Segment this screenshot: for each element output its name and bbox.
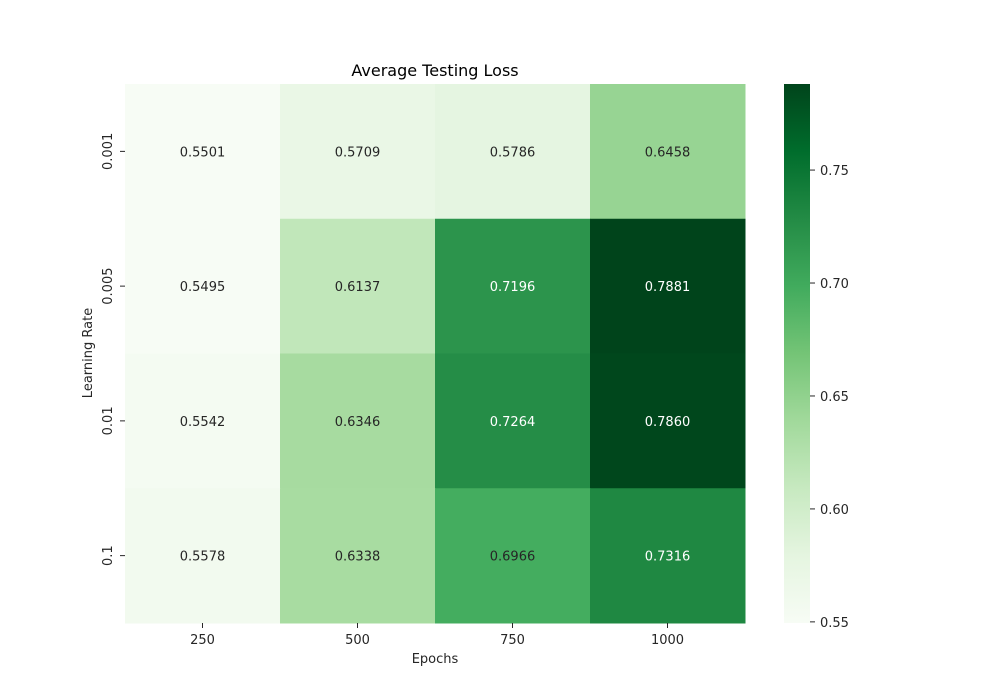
cell-value-label: 0.7860 [645, 415, 691, 430]
cell-value-label: 0.6458 [645, 145, 691, 160]
cell-value-label: 0.5501 [180, 145, 226, 160]
heatmap-cell [280, 84, 436, 220]
x-tick-label: 1000 [651, 633, 684, 648]
colorbar-tick-label: 0.70 [820, 277, 849, 292]
heatmap-cell [590, 84, 746, 220]
x-axis-label: Epochs [412, 652, 459, 667]
cell-value-label: 0.7881 [645, 280, 691, 295]
colorbar-tick-label: 0.55 [820, 616, 849, 631]
heatmap-cell [435, 84, 591, 220]
y-tick-label: 0.005 [101, 268, 116, 305]
y-axis-label: Learning Rate [81, 308, 96, 398]
colorbar-tick-label: 0.65 [820, 390, 849, 405]
colorbar-tick-label: 0.60 [820, 503, 849, 518]
cell-value-label: 0.6137 [335, 280, 381, 295]
cell-value-label: 0.5578 [180, 550, 226, 565]
heatmap-cell [435, 353, 591, 489]
y-tick-label: 0.001 [101, 133, 116, 170]
y-tick-label: 0.01 [101, 406, 116, 435]
cell-value-label: 0.7264 [490, 415, 536, 430]
heatmap-cell [435, 218, 591, 354]
heatmap-cell [590, 353, 746, 489]
heatmap-cell [280, 353, 436, 489]
colorbar-tick-label: 0.75 [820, 164, 849, 179]
cell-value-label: 0.7196 [490, 280, 536, 295]
cell-value-label: 0.7316 [645, 550, 691, 565]
heatmap-cell [280, 488, 436, 624]
y-axis: 0.001 0.005 0.01 0.1 [101, 133, 125, 566]
cell-value-label: 0.5786 [490, 145, 536, 160]
cell-value-label: 0.5709 [335, 145, 381, 160]
colorbar: 0.55 0.60 0.65 0.70 0.75 [784, 84, 849, 631]
heatmap-cell [125, 218, 281, 354]
heatmap-cell [590, 218, 746, 354]
heatmap-cells [125, 84, 746, 624]
x-axis: 250 500 750 1000 [190, 623, 684, 648]
y-tick-label: 0.1 [101, 545, 116, 566]
heatmap-cell [435, 488, 591, 624]
cell-value-label: 0.6966 [490, 550, 536, 565]
heatmap-cell [590, 488, 746, 624]
x-tick-label: 750 [500, 633, 525, 648]
cell-value-label: 0.6346 [335, 415, 381, 430]
cell-value-label: 0.5495 [180, 280, 226, 295]
heatmap-cell [280, 218, 436, 354]
heatmap-cell [125, 488, 281, 624]
colorbar-gradient [784, 84, 810, 623]
cell-value-label: 0.5542 [180, 415, 226, 430]
cell-value-label: 0.6338 [335, 550, 381, 565]
heatmap-cell [125, 84, 281, 220]
heatmap-cell-labels: 0.5501 0.5709 0.5786 0.6458 0.5495 0.6137 0.71… [180, 145, 691, 564]
x-tick-label: 500 [345, 633, 370, 648]
heatmap-cell [125, 353, 281, 489]
x-tick-label: 250 [190, 633, 215, 648]
chart-title: Average Testing Loss [351, 61, 518, 80]
